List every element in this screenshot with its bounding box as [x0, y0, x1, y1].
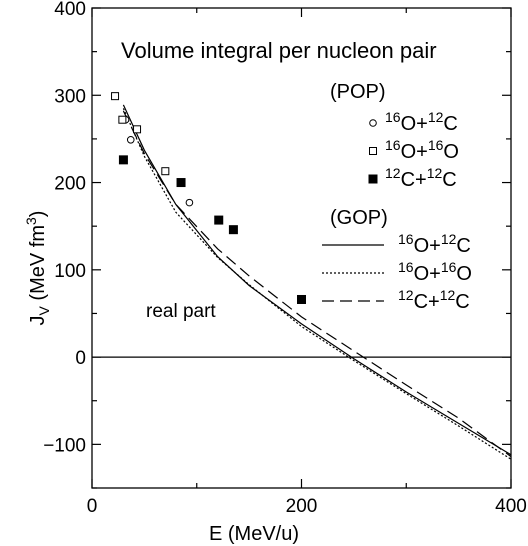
- legend-label: 12C+12C: [398, 287, 470, 313]
- y-tick-label: 200: [54, 174, 86, 195]
- axis-ticks: [91, 7, 512, 489]
- filled-square-marker: [214, 215, 224, 225]
- plot-frame: [91, 7, 512, 489]
- y-axis-label-unit: (MeV fm: [27, 225, 49, 306]
- y-axis-label-sub: V: [36, 305, 52, 315]
- gop-curve-dashed: [122, 110, 512, 458]
- legend-label-element-b: O: [456, 263, 472, 285]
- y-tick-label: 0: [75, 348, 86, 369]
- y-tick-label: −100: [43, 435, 86, 456]
- legend-label-element-a: O+: [414, 263, 441, 285]
- legend-label-mass-b: 12: [428, 109, 444, 125]
- gop-curves: [122, 104, 512, 460]
- chart-title: Volume integral per nucleon pair: [121, 38, 437, 63]
- legend-label-element-b: C: [443, 113, 457, 135]
- open-circle-marker: [185, 198, 194, 207]
- filled-square-marker: [368, 174, 378, 184]
- legend-label-mass-b: 12: [440, 287, 456, 303]
- gop-curve-dotted: [122, 108, 512, 460]
- legend-label-mass-b: 16: [441, 259, 457, 275]
- x-axis-label: E (MeV/u): [209, 523, 299, 545]
- filled-square-marker: [297, 294, 306, 304]
- legend-label-mass-a: 12: [398, 287, 414, 303]
- open-square-marker: [118, 115, 127, 124]
- y-tick-label: 300: [54, 86, 86, 107]
- y-tick-label: 400: [54, 0, 86, 20]
- open-square-marker: [369, 147, 377, 155]
- legend-label: 16O+12C: [385, 109, 458, 135]
- legend-label: 12C+12C: [385, 165, 457, 191]
- legend-label-mass-a: 16: [398, 231, 414, 247]
- x-tick-label: 400: [495, 496, 527, 517]
- filled-square-marker: [118, 155, 128, 165]
- legend-label: 16O+16O: [385, 137, 459, 163]
- legend-label-element-a: C+: [414, 291, 440, 313]
- gop-curve-solid: [122, 104, 512, 456]
- y-axis-label-unit-close: ): [27, 211, 49, 218]
- open-circle-marker: [369, 119, 377, 127]
- legend-label-element-a: O+: [401, 113, 428, 135]
- legend-label-mass-a: 12: [385, 165, 401, 181]
- y-axis-label: JV (MeV fm3): [23, 211, 52, 326]
- legend-label-element-a: O+: [401, 141, 428, 163]
- legend-label-mass-a: 16: [398, 259, 414, 275]
- legend-label-element-b: C: [455, 291, 469, 313]
- open-square-marker: [133, 125, 142, 134]
- legend-heading-gop: (GOP): [330, 207, 388, 229]
- legend-label-mass-b: 16: [428, 137, 444, 153]
- legend-label-element-a: C+: [401, 169, 427, 191]
- legend: (POP)16O+12C16O+16O12C+12C(GOP)16O+12C16…: [322, 81, 472, 313]
- legend-label-element-b: O: [443, 141, 459, 163]
- legend-label-element-a: O+: [414, 235, 441, 257]
- legend-label: 16O+12C: [398, 231, 471, 257]
- open-circle-marker: [126, 135, 135, 144]
- filled-square-marker: [176, 178, 186, 188]
- legend-label: 16O+16O: [398, 259, 472, 285]
- x-tick-label: 200: [286, 496, 318, 517]
- plot-border: [91, 7, 512, 489]
- x-tick-label: 0: [87, 496, 98, 517]
- real-part-annotation: real part: [146, 301, 216, 322]
- y-tick-label: 100: [54, 261, 86, 282]
- pop-markers: [111, 92, 306, 304]
- open-square-marker: [161, 167, 170, 176]
- tick-labels: 0 200 400 −100 0 100 200 300 400: [43, 0, 527, 517]
- legend-label-element-b: C: [442, 169, 456, 191]
- legend-label-element-b: C: [456, 235, 470, 257]
- legend-label-mass-a: 16: [385, 109, 401, 125]
- y-axis-label-main: J: [27, 315, 49, 325]
- open-square-marker: [111, 92, 120, 101]
- y-axis-label-unit-sup: 3: [23, 217, 39, 225]
- legend-label-mass-a: 16: [385, 137, 401, 153]
- filled-square-marker: [228, 225, 238, 235]
- legend-label-mass-b: 12: [441, 231, 457, 247]
- legend-label-mass-b: 12: [427, 165, 443, 181]
- legend-heading-pop: (POP): [330, 81, 386, 103]
